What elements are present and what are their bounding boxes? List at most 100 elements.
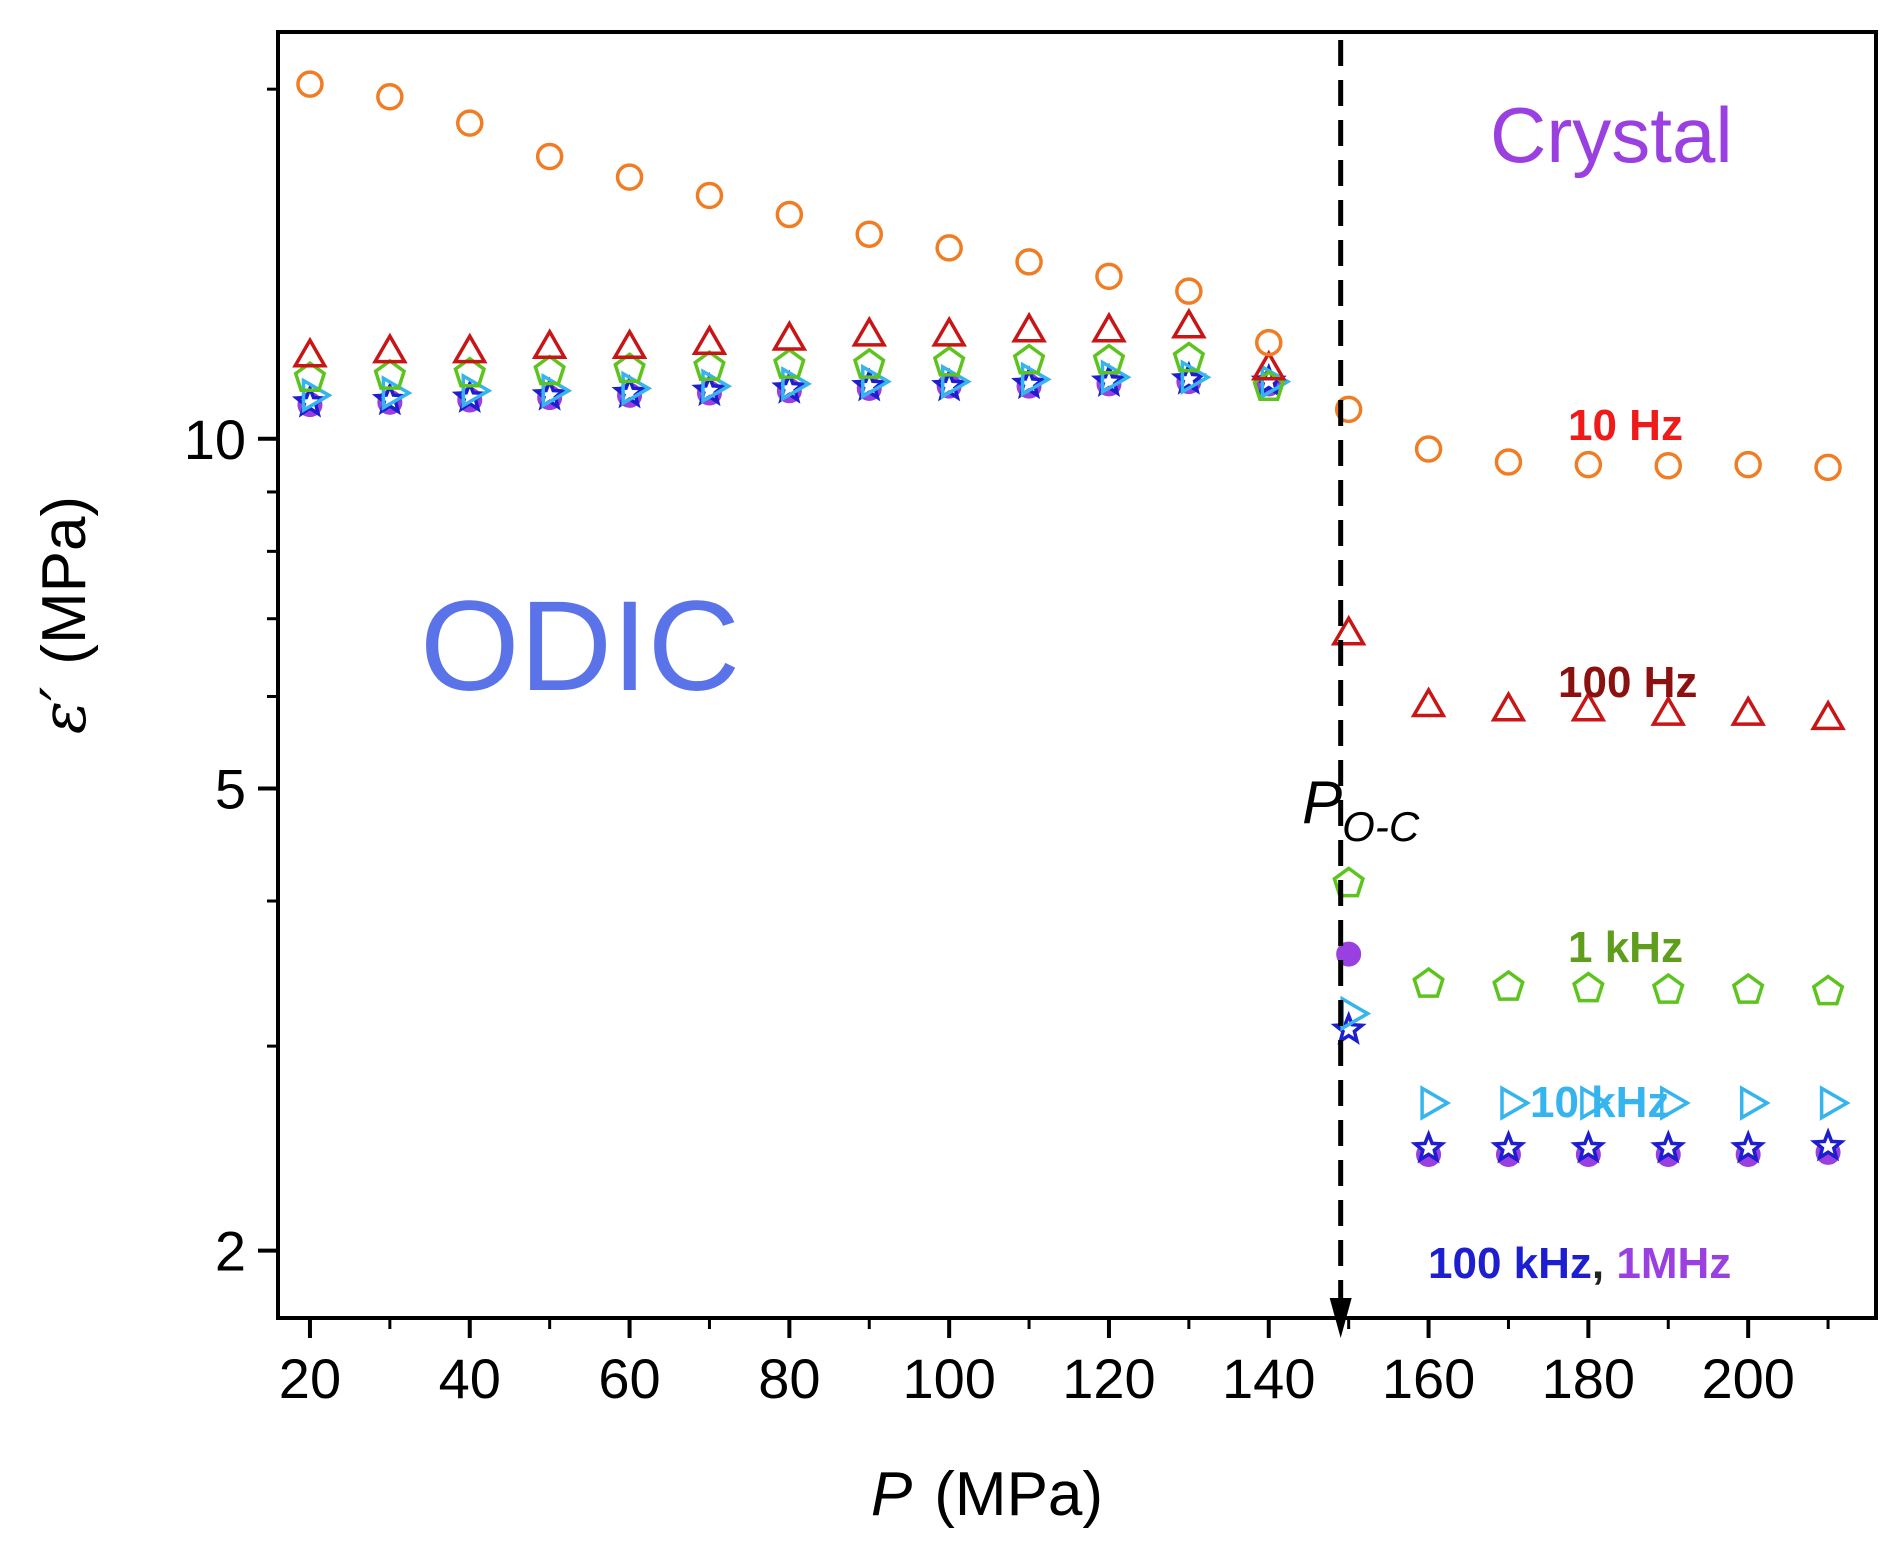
x-axis-label-symbol: P	[871, 1460, 912, 1529]
data-point	[693, 349, 726, 382]
data-point	[371, 381, 408, 416]
data-point	[1420, 1085, 1452, 1121]
transition-label-sub: O-C	[1342, 803, 1420, 850]
data-point	[1414, 435, 1443, 463]
x-tick-label: 40	[439, 1347, 501, 1410]
data-point	[775, 200, 804, 229]
x-tick-label: 20	[279, 1347, 341, 1410]
data-point	[1011, 311, 1047, 343]
data-point	[1734, 450, 1762, 479]
series-label-10khz: 10 kHz	[1530, 1078, 1669, 1127]
data-point	[1650, 1129, 1687, 1164]
data-point	[691, 324, 728, 355]
region-label-crystal: Crystal	[1490, 91, 1733, 179]
y-axis: 2 5 10	[184, 87, 278, 1283]
data-point	[1810, 1127, 1847, 1162]
data-point	[695, 181, 724, 210]
data-point	[855, 220, 884, 249]
data-point	[611, 328, 648, 360]
x-tick-label: 200	[1701, 1347, 1794, 1410]
data-point	[1570, 690, 1607, 722]
series-10-hz	[296, 70, 1842, 482]
data-point	[293, 361, 327, 393]
data-point	[456, 109, 484, 137]
data-point	[1730, 1129, 1767, 1164]
data-point	[932, 345, 966, 377]
data-point	[1015, 248, 1043, 276]
x-axis: 20 40 60 80 100 120 140 160 180 200	[279, 1318, 1830, 1410]
data-point	[861, 363, 892, 400]
data-point	[1814, 453, 1842, 482]
data-point	[1334, 395, 1363, 424]
data-point	[1171, 307, 1207, 339]
series-label-1mhz: 1MHz	[1616, 1239, 1731, 1288]
data-point	[1580, 1085, 1611, 1121]
data-point	[372, 332, 408, 364]
data-point	[1650, 695, 1687, 726]
data-point	[531, 328, 568, 360]
data-point	[301, 377, 333, 414]
data-point	[376, 83, 404, 111]
data-point	[1095, 262, 1123, 291]
x-axis-label-unit: (MPa)	[934, 1460, 1103, 1529]
data-point	[1574, 450, 1603, 479]
transition-label: PO-C	[1302, 769, 1420, 850]
data-point	[1260, 363, 1292, 400]
data-point	[1651, 972, 1685, 1004]
data-point	[931, 315, 967, 347]
data-point	[613, 352, 646, 384]
data-point	[1332, 866, 1365, 898]
y-tick-label: 5	[215, 757, 246, 820]
data-point	[1494, 448, 1523, 476]
x-tick-label: 120	[1062, 1347, 1155, 1410]
y-tick-label: 10	[184, 408, 246, 471]
series-100-hz	[292, 307, 1846, 731]
series-label-1khz: 1 kHz	[1568, 923, 1683, 972]
x-axis-label: P (MPa)	[871, 1460, 1103, 1529]
data-point	[615, 163, 644, 191]
data-point	[1175, 277, 1203, 305]
data-point	[1654, 451, 1683, 480]
data-point	[1819, 1085, 1851, 1121]
data-point	[1250, 349, 1287, 381]
data-point	[1410, 1129, 1447, 1164]
y-axis-label-symbol: ε′	[27, 687, 100, 734]
data-point	[1092, 343, 1126, 375]
data-point	[451, 332, 488, 364]
data-point	[1170, 360, 1207, 395]
data-point	[1172, 341, 1206, 373]
data-point	[1252, 370, 1286, 402]
data-point	[381, 375, 413, 411]
data-point	[535, 142, 564, 171]
data-point	[461, 372, 493, 409]
x-tick-label: 100	[902, 1347, 995, 1410]
data-point	[1660, 1085, 1691, 1121]
data-point	[1739, 1085, 1771, 1121]
data-point	[296, 70, 324, 98]
y-tick-label: 2	[215, 1220, 246, 1283]
data-point	[1012, 343, 1046, 375]
data-point	[1500, 1085, 1532, 1121]
data-point	[533, 354, 566, 386]
series-label-10hz: 10 Hz	[1568, 401, 1683, 450]
series-label-100khz-1mhz: 100 kHz, 1MHz	[1428, 1239, 1731, 1288]
y-axis-label-unit: (MPa)	[30, 496, 99, 665]
x-tick-label: 180	[1542, 1347, 1635, 1410]
data-point	[852, 347, 886, 379]
data-point	[1410, 686, 1447, 718]
data-point	[771, 320, 808, 351]
data-point	[292, 336, 328, 368]
data-point	[1490, 1129, 1527, 1164]
series-label-100khz: 100 kHz	[1428, 1239, 1592, 1288]
region-label-odic: ODIC	[420, 575, 740, 718]
data-point	[1255, 328, 1283, 357]
plot-frame	[276, 30, 1878, 1320]
series-1-khz	[293, 341, 1845, 1006]
data-point	[373, 358, 407, 390]
x-tick-label: 140	[1222, 1347, 1315, 1410]
data-point	[1492, 969, 1525, 1001]
y-axis-label: ε′ (MPa)	[27, 496, 100, 734]
data-point	[773, 347, 806, 379]
